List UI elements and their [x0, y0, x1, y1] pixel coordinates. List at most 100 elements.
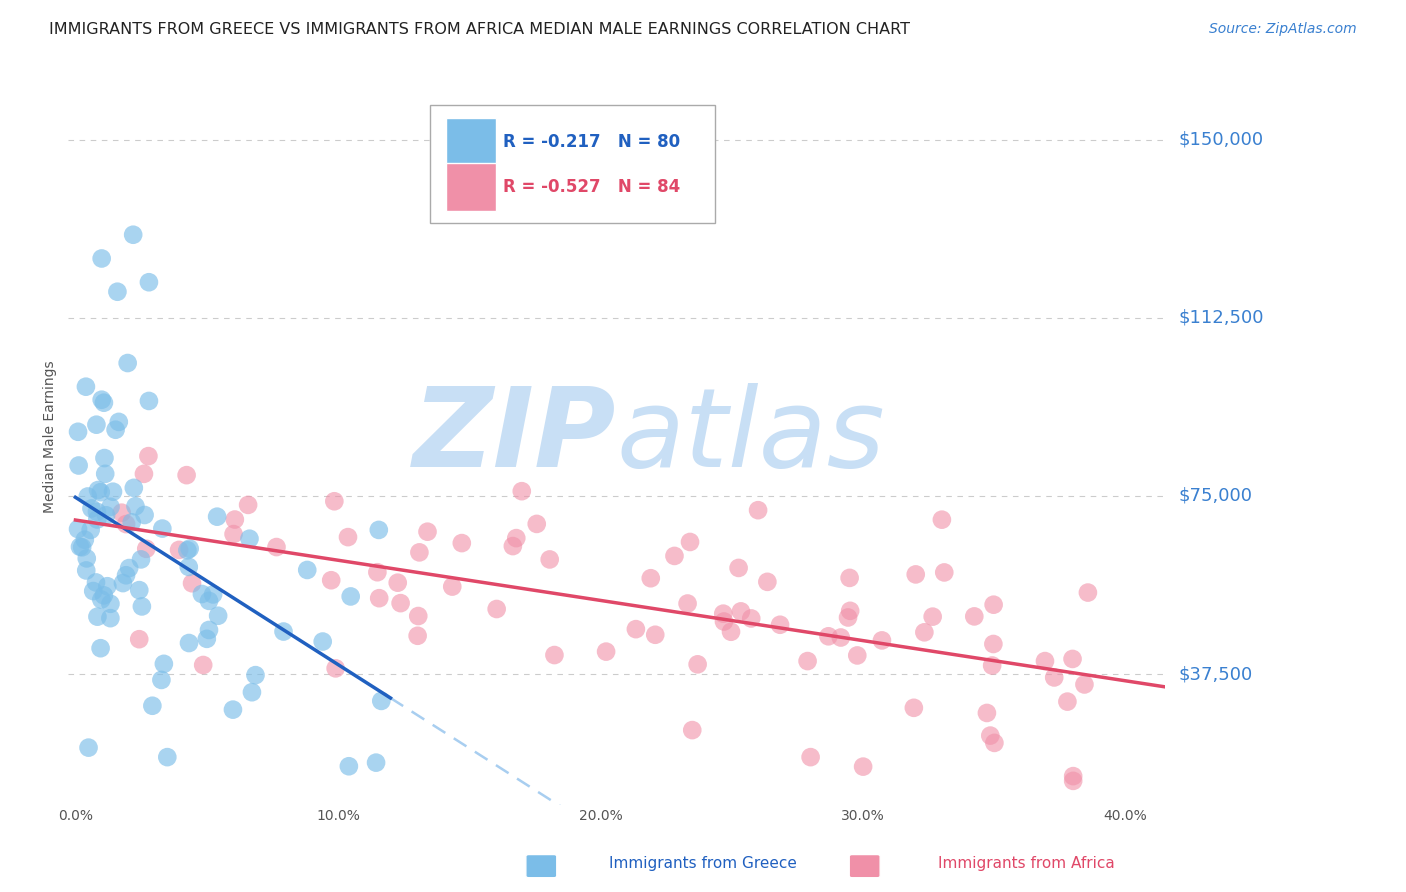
Point	[1062, 652, 1084, 666]
Point	[713, 615, 735, 629]
Point	[138, 275, 160, 289]
Point	[408, 545, 430, 559]
Point	[79, 523, 101, 537]
Point	[128, 632, 150, 647]
Point	[325, 661, 347, 675]
FancyBboxPatch shape	[446, 118, 495, 166]
Point	[134, 508, 156, 522]
Point	[526, 516, 548, 531]
Point	[73, 533, 96, 547]
Point	[153, 657, 176, 671]
Point	[90, 485, 112, 500]
Point	[150, 673, 173, 687]
Point	[406, 609, 429, 624]
Point	[138, 393, 160, 408]
Point	[912, 625, 935, 640]
Point	[193, 658, 215, 673]
Point	[931, 513, 953, 527]
Point	[205, 509, 228, 524]
FancyBboxPatch shape	[446, 163, 495, 211]
Point	[747, 503, 769, 517]
Point	[181, 576, 204, 591]
Point	[67, 425, 90, 439]
Point	[595, 645, 617, 659]
Point	[86, 417, 108, 432]
Point	[131, 599, 153, 614]
Point	[323, 494, 346, 508]
Point	[77, 740, 100, 755]
Point	[111, 506, 134, 520]
Point	[800, 750, 823, 764]
Point	[983, 736, 1005, 750]
Text: $75,000: $75,000	[1180, 487, 1253, 505]
Point	[177, 560, 200, 574]
Point	[75, 564, 97, 578]
Point	[76, 551, 98, 566]
Point	[93, 395, 115, 409]
Point	[364, 756, 387, 770]
Point	[179, 541, 201, 556]
Point	[367, 523, 389, 537]
Point	[644, 628, 666, 642]
Point	[191, 587, 214, 601]
Point	[69, 540, 91, 554]
Point	[129, 552, 152, 566]
Text: $37,500: $37,500	[1180, 665, 1253, 683]
Point	[852, 759, 875, 773]
Text: ZIP: ZIP	[413, 383, 616, 490]
Point	[86, 609, 108, 624]
Point	[90, 392, 112, 407]
Point	[224, 512, 246, 526]
Point	[727, 561, 749, 575]
Point	[370, 694, 392, 708]
Point	[368, 591, 391, 606]
Text: R = -0.527   N = 84: R = -0.527 N = 84	[503, 178, 681, 196]
Point	[67, 522, 90, 536]
Point	[681, 723, 703, 737]
Point	[86, 512, 108, 526]
Point	[132, 467, 155, 481]
Point	[198, 594, 221, 608]
Point	[756, 574, 779, 589]
Point	[1056, 695, 1078, 709]
Point	[624, 622, 647, 636]
Point	[195, 632, 218, 646]
Point	[679, 535, 702, 549]
Point	[84, 575, 107, 590]
Point	[502, 539, 524, 553]
Point	[82, 584, 104, 599]
Point	[817, 629, 839, 643]
Point	[117, 356, 139, 370]
Point	[138, 449, 160, 463]
Point	[240, 685, 263, 699]
Point	[1062, 769, 1084, 783]
Point	[115, 517, 138, 532]
Point	[141, 698, 163, 713]
Point	[538, 552, 561, 566]
Point	[67, 458, 90, 473]
Text: IMMIGRANTS FROM GREECE VS IMMIGRANTS FROM AFRICA MEDIAN MALE EARNINGS CORRELATIO: IMMIGRANTS FROM GREECE VS IMMIGRANTS FRO…	[49, 22, 910, 37]
Point	[128, 583, 150, 598]
Point	[90, 592, 112, 607]
Point	[416, 524, 439, 539]
Point	[100, 500, 122, 514]
Point	[86, 505, 108, 519]
Point	[312, 634, 335, 648]
Point	[100, 597, 122, 611]
Point	[202, 587, 225, 601]
Point	[1062, 773, 1084, 788]
Point	[76, 490, 98, 504]
FancyBboxPatch shape	[430, 105, 716, 223]
Point	[101, 484, 124, 499]
Point	[100, 611, 122, 625]
Point	[124, 500, 146, 514]
Point	[337, 530, 360, 544]
Point	[121, 516, 143, 530]
Point	[337, 759, 360, 773]
Point	[90, 641, 112, 656]
Point	[94, 508, 117, 523]
Text: Immigrants from Africa: Immigrants from Africa	[938, 856, 1115, 871]
Point	[222, 527, 245, 541]
Text: $112,500: $112,500	[1180, 309, 1264, 326]
Point	[122, 227, 145, 242]
